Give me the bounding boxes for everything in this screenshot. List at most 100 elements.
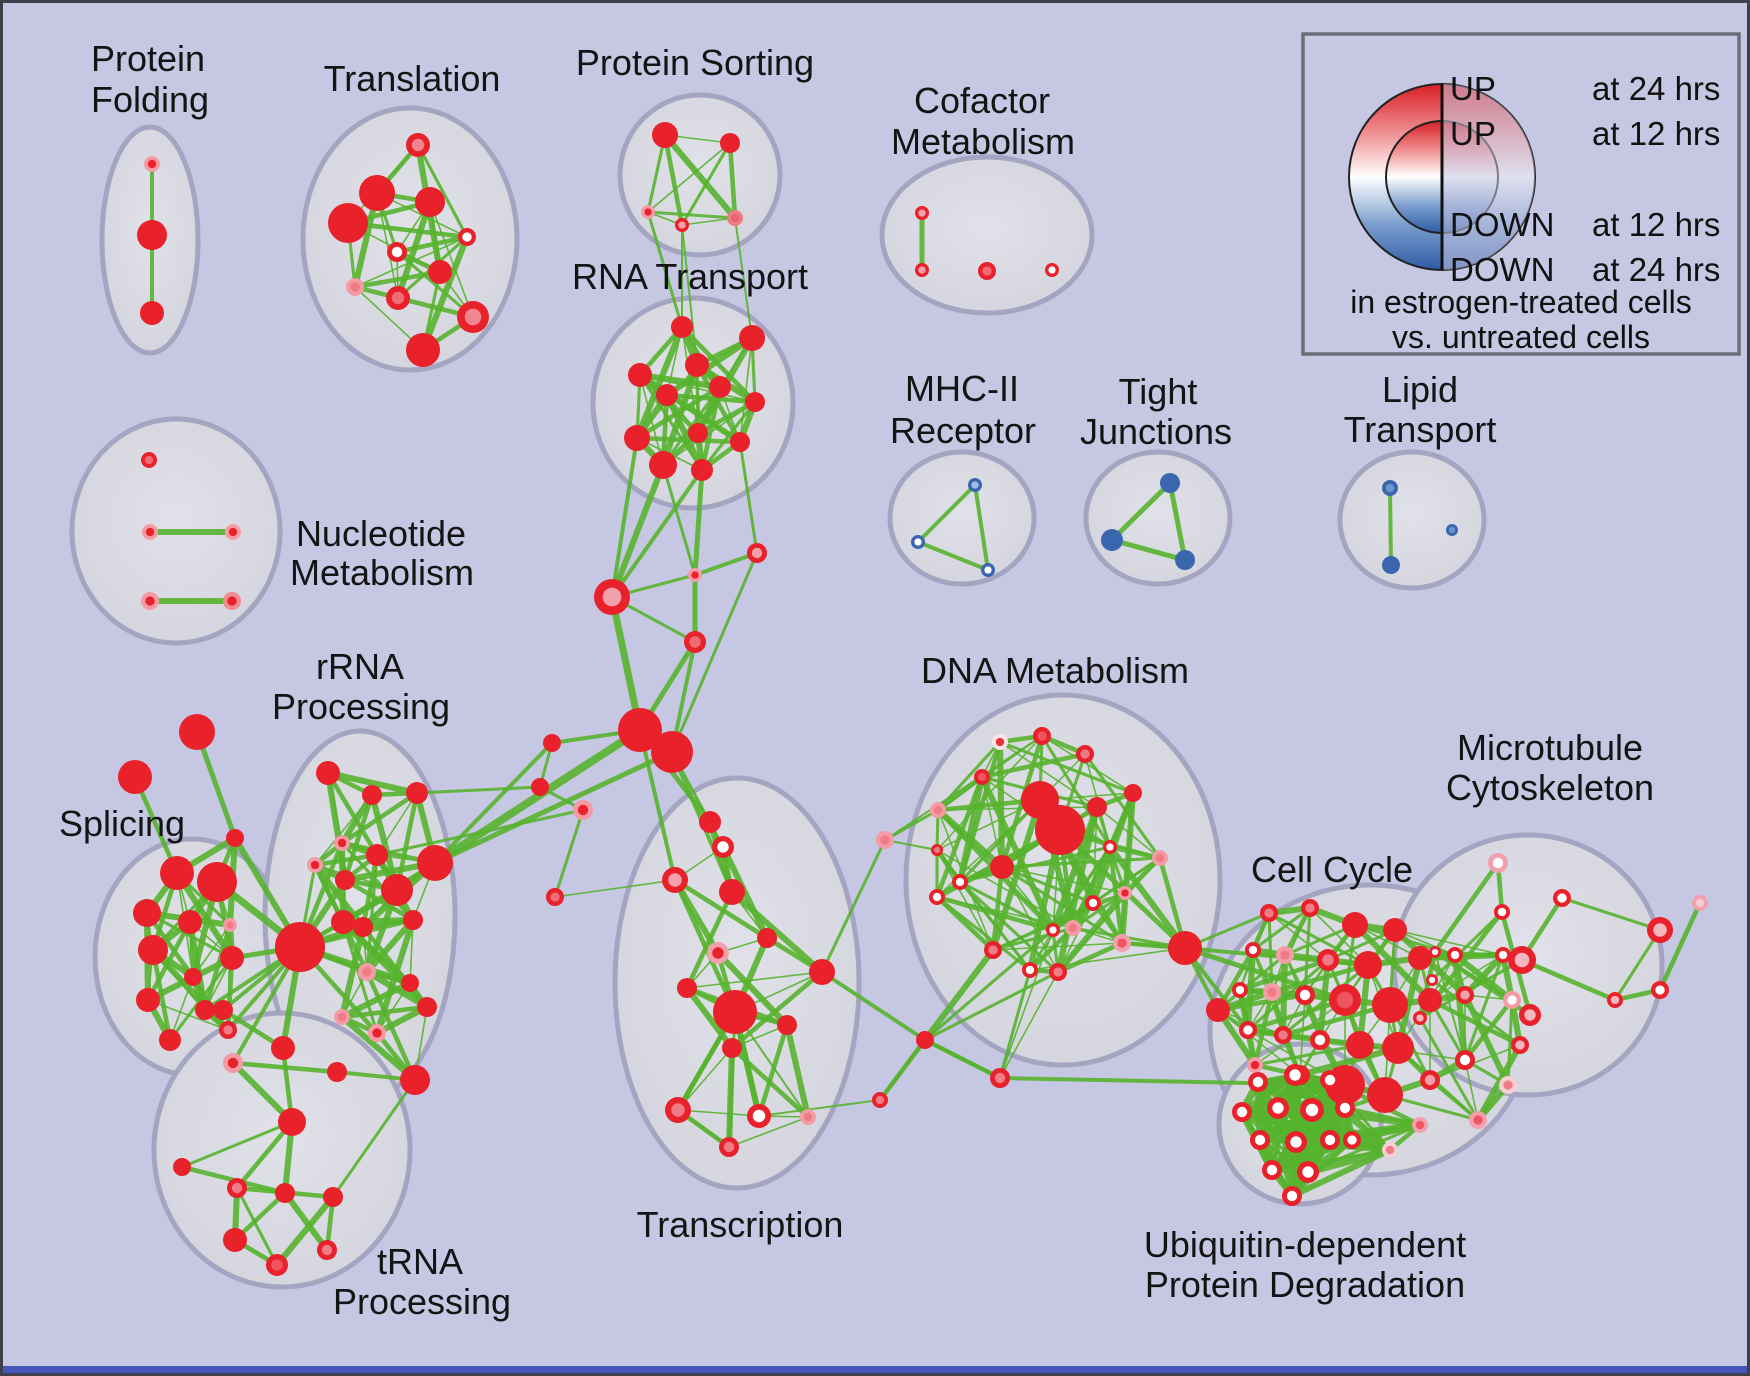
- network-edge: [661, 463, 697, 577]
- network-node: [739, 325, 765, 351]
- network-edge: [958, 880, 1055, 932]
- network-edge: [1257, 1105, 1348, 1143]
- network-node-center: [1695, 898, 1705, 908]
- network-node-center: [668, 873, 682, 887]
- network-node-center: [984, 566, 992, 574]
- network-edge: [1000, 865, 1124, 945]
- legend-row-time: at 24 hrs: [1592, 70, 1720, 107]
- cluster-ellipse-tight: [1083, 449, 1233, 587]
- network-node-center: [1655, 985, 1665, 995]
- network-node: [223, 1228, 247, 1252]
- network-node: [1382, 1032, 1414, 1064]
- network-edge: [1429, 1044, 1521, 1081]
- network-node: [118, 760, 152, 794]
- network-edge: [1107, 844, 1163, 861]
- network-edge: [1349, 1122, 1423, 1143]
- network-node-center: [1117, 938, 1127, 948]
- legend: UP at 24 hrs UP at 12 hrs DOWN at 12 hrs DOWN a…: [1301, 32, 1741, 356]
- network-node: [179, 714, 215, 750]
- network-node: [719, 879, 745, 905]
- network-edge: [681, 217, 736, 226]
- cluster-label-mhc: Receptor: [890, 410, 1036, 451]
- network-node: [671, 316, 693, 338]
- network-node-center: [337, 838, 347, 848]
- network-node-center: [1324, 1074, 1336, 1086]
- network-edge: [431, 726, 644, 867]
- network-node-center: [1424, 1074, 1436, 1086]
- network-edge: [677, 1047, 733, 1111]
- network-node: [220, 946, 244, 970]
- network-node: [1408, 946, 1432, 970]
- network-edge: [1268, 1136, 1356, 1174]
- network-node-center: [1514, 952, 1530, 968]
- network-node-center: [147, 159, 157, 169]
- network-edge: [923, 928, 1055, 1042]
- cluster-ellipse-lipid: [1337, 449, 1487, 591]
- network-edge: [1106, 843, 1189, 952]
- cluster-label-ubiq: Protein Degradation: [1145, 1264, 1465, 1305]
- network-node: [1418, 988, 1442, 1012]
- network-node: [226, 829, 244, 847]
- network-node: [691, 459, 713, 481]
- network-edge: [1182, 945, 1348, 1003]
- network-edge: [783, 1021, 812, 1121]
- network-node-center: [1324, 1134, 1336, 1146]
- network-edge: [1433, 950, 1505, 957]
- network-node-center: [223, 1025, 233, 1035]
- network-edge: [958, 798, 1042, 884]
- network-node-center: [1305, 1103, 1319, 1117]
- network-node-center: [1503, 1080, 1513, 1090]
- network-edge: [1464, 1059, 1479, 1121]
- network-node-center: [1460, 990, 1470, 1000]
- network-node: [362, 785, 382, 805]
- network-edge: [934, 894, 1056, 933]
- cluster-label-micro: Cytoskeleton: [1446, 767, 1654, 808]
- network-edge: [1253, 1043, 1362, 1067]
- network-edge: [1434, 951, 1466, 1061]
- network-edge: [339, 1004, 430, 1020]
- network-node-center: [971, 481, 979, 489]
- network-edge: [728, 1116, 809, 1148]
- network-node-center: [1025, 965, 1035, 975]
- network-node: [1367, 1077, 1403, 1113]
- network-edge: [394, 234, 470, 255]
- network-node: [323, 1187, 343, 1207]
- network-edge: [884, 735, 1043, 841]
- network-edge: [194, 729, 238, 841]
- network-edge: [415, 785, 542, 795]
- network-node-center: [1252, 1076, 1264, 1088]
- network-node-center: [1080, 749, 1090, 759]
- network-node-center: [337, 1012, 347, 1022]
- network-node-center: [227, 1057, 239, 1069]
- network-node-center: [145, 596, 155, 606]
- network-edge: [728, 888, 826, 976]
- network-node-center: [462, 232, 472, 242]
- cluster-label-dna: DNA Metabolism: [921, 650, 1189, 691]
- network-edge: [1237, 957, 1331, 993]
- cluster-label-rna_transport: RNA Transport: [572, 256, 808, 297]
- network-node-center: [391, 246, 403, 258]
- network-node: [275, 922, 325, 972]
- network-node-center: [411, 138, 425, 152]
- network-node-center: [227, 596, 237, 606]
- network-node: [1346, 1031, 1374, 1059]
- network-edge: [916, 540, 990, 572]
- cluster-label-cc: Cell Cycle: [1251, 849, 1413, 890]
- cluster-label-cofactor: Cofactor: [914, 80, 1050, 121]
- network-node-center: [678, 221, 686, 229]
- network-node: [1101, 529, 1123, 551]
- network-node: [178, 910, 202, 934]
- network-node-center: [321, 1244, 333, 1256]
- network-edge: [338, 923, 367, 1021]
- network-edge: [339, 790, 420, 846]
- network-edge: [314, 794, 373, 866]
- network-edge: [1394, 929, 1504, 956]
- network-edge: [1217, 1009, 1301, 1076]
- network-node: [543, 734, 561, 752]
- network-edge: [608, 593, 644, 734]
- network-node-center: [1286, 1190, 1298, 1202]
- network-node-center: [1473, 1115, 1483, 1125]
- network-node-center: [1524, 1009, 1536, 1021]
